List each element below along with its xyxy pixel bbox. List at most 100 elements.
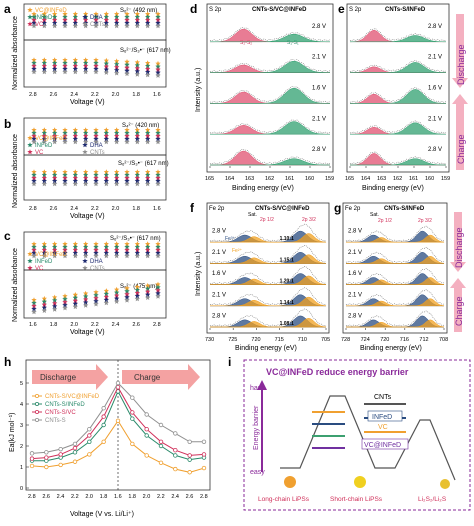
h-legend-text-3: CNTs-S bbox=[45, 418, 66, 424]
f-voltage-1: 2.1 V bbox=[212, 250, 226, 256]
b-star-b1-s2-2 bbox=[52, 175, 58, 181]
c-star-b0-s1-11 bbox=[145, 244, 151, 250]
panel-f-title: CNTs-S/VC@INFeD bbox=[255, 206, 310, 212]
panel-d-label: d bbox=[190, 2, 197, 16]
a-star-b1-s2-11 bbox=[145, 66, 151, 72]
b-star-b1-s4-9 bbox=[124, 181, 130, 187]
c-star-b0-s1-1 bbox=[41, 244, 47, 250]
b-star-b1-s1-6 bbox=[93, 172, 99, 178]
panel-g-discharge-arrow: Discharge bbox=[450, 212, 466, 272]
b-star-b1-s2-4 bbox=[72, 175, 78, 181]
c-star-b1-s2-12 bbox=[155, 287, 161, 293]
a-star-b0-s2-5 bbox=[83, 17, 89, 23]
b-star-b0-s4-3 bbox=[62, 139, 68, 145]
discharge-arrow-shape bbox=[452, 14, 468, 88]
a-star-b0-s1-9 bbox=[124, 14, 130, 20]
c-star-b1-s2-1 bbox=[41, 301, 47, 307]
d-voltage-3: 2.1 V bbox=[312, 116, 326, 122]
panel-e-spectra: 2.8 V 2.1 V 1.6 V 2.1 V 2.8 V bbox=[349, 24, 447, 166]
a-star-b0-s4-2 bbox=[52, 23, 58, 29]
c-xtick-2: 2.0 bbox=[70, 322, 78, 328]
a-star-b0-s2-9 bbox=[124, 17, 130, 23]
a-star-b1-s0-10 bbox=[134, 59, 140, 65]
charge-arrow-shape bbox=[452, 94, 468, 170]
c-star-b0-s0-9 bbox=[124, 241, 130, 247]
h-point-s2-8 bbox=[144, 427, 149, 432]
c-star-b0-s3-4 bbox=[72, 250, 78, 256]
c-star-b0-s3-1 bbox=[41, 250, 47, 256]
a-star-b1-s4-0 bbox=[31, 69, 37, 75]
d-envelope-1 bbox=[209, 59, 331, 73]
b-star-b1-s4-11 bbox=[145, 181, 151, 187]
h-point-s3-2 bbox=[58, 446, 63, 452]
a-star-b1-s2-0 bbox=[31, 63, 37, 69]
c-star-b0-s3-7 bbox=[103, 250, 109, 256]
panel-a-ylabel: Normalized absorbance bbox=[12, 16, 19, 90]
b-star-b0-s2-2 bbox=[52, 133, 58, 139]
b-star-b0-s2-7 bbox=[103, 133, 109, 139]
panel-g-spectra: 2.8 V 2.1 V 1.6 V 2.1 V 2.8 V bbox=[345, 225, 445, 328]
c-star-b0-s3-2 bbox=[52, 250, 58, 256]
a-star-b0-s1-12 bbox=[155, 14, 161, 20]
panel-g-frame bbox=[342, 202, 448, 334]
b-xtick-4: 2.0 bbox=[112, 206, 120, 212]
b-star-b1-s0-5 bbox=[83, 169, 89, 175]
f-xtick-5: 705 bbox=[321, 337, 330, 343]
b-star-b0-s1-3 bbox=[62, 130, 68, 136]
c-star-b1-s0-2 bbox=[52, 294, 58, 300]
c-star-b0-s4-10 bbox=[134, 253, 140, 259]
h-point-s2-1 bbox=[44, 455, 49, 460]
h-point-s2-10 bbox=[173, 448, 178, 453]
e-peak-r1-p1 bbox=[350, 62, 446, 73]
b-star-b1-s3-10 bbox=[134, 178, 140, 184]
panel-d-peak2: S₁-S₁ bbox=[287, 40, 299, 46]
panel-c-stars bbox=[31, 241, 161, 315]
f-ratio-4: 1.08:1 bbox=[280, 321, 294, 327]
c-xtick-3: 2.2 bbox=[91, 322, 99, 328]
h-legend-marker-3 bbox=[35, 417, 40, 422]
c-star-b0-s0-10 bbox=[134, 241, 140, 247]
c-star-b1-s2-6 bbox=[93, 295, 99, 301]
panel-i-yaxis: Energy barrier bbox=[253, 405, 260, 450]
b-star-b0-s2-0 bbox=[31, 133, 37, 139]
c-star-b0-s0-11 bbox=[145, 241, 151, 247]
d-peak-r4-p1 bbox=[210, 158, 330, 166]
f-peak-r2-p3 bbox=[210, 275, 327, 285]
panel-h-legend: CNTs-S/VC@INFeD CNTs-S/INFeD CNTs-S/VC CNTs… bbox=[32, 393, 100, 424]
a-star-b1-s2-8 bbox=[114, 64, 120, 70]
b-star-b0-s0-5 bbox=[83, 127, 89, 133]
panel-f-fe2: Fe²⁺ bbox=[232, 248, 243, 254]
a-star-b1-s2-3 bbox=[62, 63, 68, 69]
c-legend-star-3 bbox=[82, 258, 88, 264]
a-star-b0-s4-6 bbox=[93, 23, 99, 29]
d-peak-r2-p1 bbox=[210, 87, 330, 104]
panel-b: b S₄²⁻ (420 nm) S₆²⁻/S₃•⁻ (617 nm) Norma… bbox=[4, 117, 169, 220]
c-star-b1-s1-0 bbox=[31, 300, 37, 306]
a-star-b0-s2-2 bbox=[52, 17, 58, 23]
c-star-b0-s1-0 bbox=[31, 244, 37, 250]
d-envelope-0 bbox=[209, 27, 331, 42]
c-star-b1-s3-6 bbox=[93, 298, 99, 304]
a-legend-star-1 bbox=[27, 14, 33, 20]
panel-d: d S 2p CNTs-S/VC@INFeD Intensity (a.u.) … bbox=[190, 2, 334, 192]
b-star-b1-s0-2 bbox=[52, 169, 58, 175]
b-star-b1-s3-7 bbox=[103, 178, 109, 184]
b-star-b1-s1-4 bbox=[72, 172, 78, 178]
panel-h: h Discharge Charge Ea(kJ mol⁻¹) Voltage … bbox=[4, 355, 211, 518]
panel-e-frame bbox=[346, 3, 450, 173]
panel-f-sat: Sat. bbox=[248, 212, 257, 218]
h-point-s3-7 bbox=[130, 395, 135, 400]
h-legend-text-1: CNTs-S/INFeD bbox=[45, 402, 85, 408]
b-star-b0-s3-10 bbox=[134, 136, 140, 142]
a-legend-text-2: VC bbox=[35, 22, 44, 28]
panel-i-sphere-final bbox=[440, 479, 450, 489]
c-star-b1-s4-11 bbox=[145, 294, 151, 300]
h-ytick-0: 0 bbox=[20, 486, 23, 492]
c-star-b1-s0-11 bbox=[145, 282, 151, 288]
d-voltage-4: 2.8 V bbox=[312, 147, 326, 153]
e-xtick-1: 164 bbox=[361, 176, 370, 182]
a-star-b1-s1-12 bbox=[155, 63, 161, 69]
g-voltage-4: 2.8 V bbox=[348, 313, 362, 319]
a-star-b0-s4-5 bbox=[83, 23, 89, 29]
c-star-b0-s0-6 bbox=[93, 241, 99, 247]
